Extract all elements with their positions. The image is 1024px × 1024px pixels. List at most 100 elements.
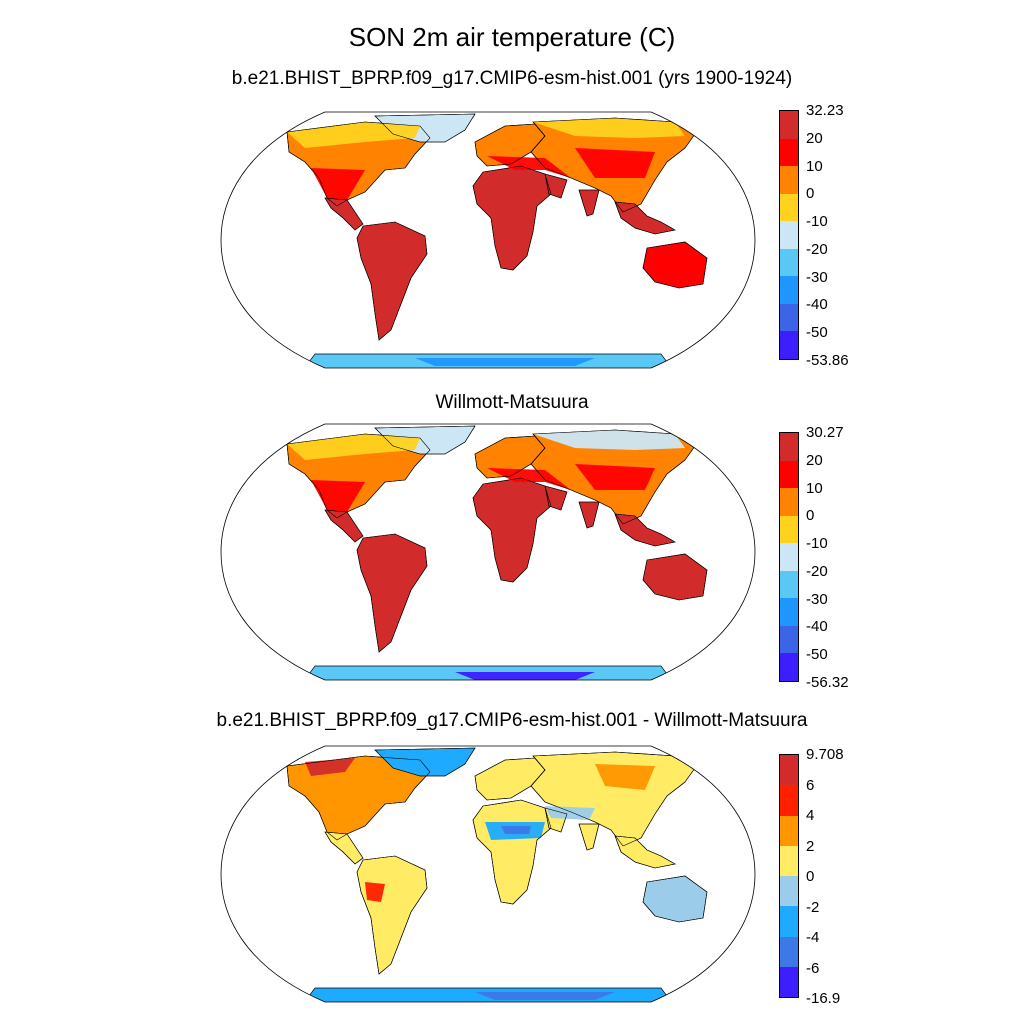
colorbar-swatch <box>780 966 798 997</box>
colorbar-tick-label: 10 <box>806 157 823 175</box>
land-africa <box>472 799 552 905</box>
panel-3: 9.708 6 4 2 0 -2 -4 -6 -16.9 <box>0 742 1024 1012</box>
colorbar-swatch <box>780 488 798 516</box>
field-region <box>487 468 571 490</box>
panel-2: 30.27 20 10 0 -10 -20 -30 -40 -50 -56.32 <box>0 420 1024 690</box>
colorbar-tick-label: -2 <box>806 898 820 916</box>
colorbar-tick-label: -30 <box>806 268 828 286</box>
panel-1: 32.23 20 10 0 -10 -20 -30 -40 -50 -53.86 <box>0 103 1024 378</box>
colorbar-1 <box>779 110 799 360</box>
panel-1-subtitle: b.e21.BHIST_BPRP.f09_g17.CMIP6-esm-hist.… <box>231 68 793 89</box>
colorbar-tick-label: 0 <box>806 185 815 203</box>
coastline <box>356 533 428 653</box>
coastline <box>642 553 708 601</box>
coastline <box>578 189 600 217</box>
land-europe <box>474 757 546 801</box>
colorbar-tick-label: 20 <box>806 129 823 147</box>
colorbar-tick-label: -40 <box>806 618 828 636</box>
colorbar-tick-label: -40 <box>806 296 828 314</box>
field-region <box>475 992 615 1000</box>
colorbar-swatch <box>780 906 798 937</box>
colorbar-tick-label: 0 <box>806 507 815 525</box>
colorbar-swatch <box>780 515 798 544</box>
colorbar-tick-label: -16.9 <box>806 990 841 1007</box>
coastline <box>374 747 476 777</box>
land-seasia <box>614 513 676 547</box>
colorbar-tick-label: -10 <box>806 213 828 231</box>
land-australia <box>642 241 708 289</box>
colorbar-3 <box>779 754 799 998</box>
colorbar-swatch <box>780 653 798 681</box>
map-panel-1 <box>220 111 756 369</box>
colorbar-swatch <box>780 433 798 461</box>
field-region <box>365 882 385 902</box>
coastline <box>324 509 364 543</box>
map-frame <box>220 111 756 369</box>
colorbar-tick-label: 32.23 <box>806 102 844 119</box>
colorbar-swatch <box>780 221 798 249</box>
field-region <box>487 156 571 178</box>
coastline <box>544 485 568 511</box>
colorbar-tick-label: -6 <box>806 959 820 977</box>
field-region <box>415 358 595 366</box>
colorbar-tick-label: -50 <box>806 646 828 664</box>
coastline <box>578 823 600 851</box>
coastline <box>356 221 428 341</box>
land-centralam <box>324 197 364 231</box>
colorbar-swatch <box>780 303 798 332</box>
colorbar-swatch <box>780 936 798 967</box>
land-samerica <box>356 221 428 341</box>
map-frame <box>220 745 756 1003</box>
colorbar-swatch <box>780 785 798 816</box>
field-region <box>575 464 655 490</box>
field-region <box>545 806 595 820</box>
coastline <box>472 477 552 583</box>
colorbar-2 <box>779 432 799 682</box>
coastline <box>374 113 476 143</box>
coastline <box>614 835 676 869</box>
coastline <box>544 807 568 833</box>
colorbar-tick-label: 6 <box>806 776 815 794</box>
field-region <box>305 758 355 776</box>
land-samerica <box>356 533 428 653</box>
colorbar-tick-label: -53.86 <box>806 352 849 369</box>
coastline <box>578 501 600 529</box>
land-centralam <box>324 831 364 865</box>
colorbar-tick-label: 0 <box>806 868 815 885</box>
colorbar-swatch <box>780 138 798 167</box>
colorbar-tick-label: -56.32 <box>806 674 849 691</box>
land-africa <box>472 477 552 583</box>
field-region <box>287 434 420 460</box>
colorbar-tick-label: -30 <box>806 590 828 608</box>
coastline <box>324 831 364 865</box>
colorbar-swatch <box>780 598 798 626</box>
field-region <box>455 672 595 680</box>
colorbar-tick-label: -4 <box>806 929 820 946</box>
coastline <box>472 799 552 905</box>
coastline <box>642 241 708 289</box>
coastline <box>544 173 568 199</box>
colorbar-swatch <box>780 331 798 359</box>
colorbar-swatch <box>780 543 798 571</box>
field-region <box>533 430 685 450</box>
colorbar-tick-label: 30.27 <box>806 424 844 441</box>
coastline <box>614 201 676 235</box>
colorbar-tick-label: 2 <box>806 837 815 855</box>
field-region <box>595 764 655 790</box>
colorbar-tick-label: 9.708 <box>806 746 844 763</box>
colorbar-swatch <box>780 570 798 599</box>
field-region <box>287 122 420 148</box>
colorbar-swatch <box>780 276 798 304</box>
land-seasia <box>614 201 676 235</box>
colorbar-swatch <box>780 815 798 846</box>
land-australia <box>642 553 708 601</box>
panel-2-subtitle: Willmott-Matsuura <box>435 392 589 413</box>
land-africa <box>472 165 552 271</box>
colorbar-swatch <box>780 625 798 654</box>
colorbar-swatch <box>780 460 798 489</box>
coastline <box>472 165 552 271</box>
map-panel-3 <box>220 745 756 1003</box>
colorbar-tick-label: -50 <box>806 324 828 342</box>
coastline <box>356 855 428 975</box>
colorbar-swatch <box>780 166 798 194</box>
